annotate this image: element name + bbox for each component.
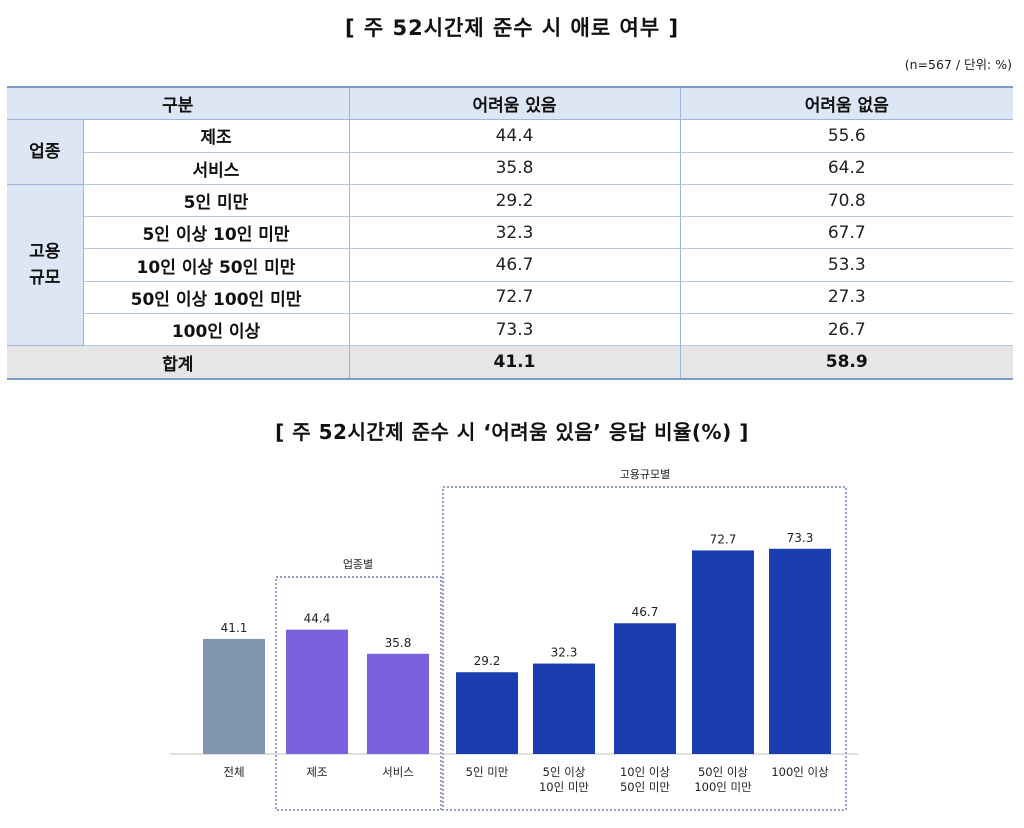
- bar: [367, 653, 429, 754]
- row-category: 5인 미만: [83, 184, 350, 218]
- x-tick-label: 전체: [223, 765, 244, 779]
- header-difficulty-yes: 어려움 있음: [349, 86, 681, 121]
- table-header-row: 구분 어려움 있음 어려움 없음: [7, 86, 1013, 121]
- data-label: 44.4: [304, 612, 331, 626]
- data-label: 41.1: [221, 621, 248, 635]
- row-value-no: 70.8: [680, 184, 1013, 218]
- group-box-industry: [275, 576, 442, 811]
- group-box-size: [442, 486, 847, 811]
- row-value-yes: 73.3: [349, 313, 681, 347]
- data-label: 32.3: [551, 646, 578, 660]
- result-table: 구분 어려움 있음 어려움 없음 업종 제조 44.4 55.6 서비스 35.…: [7, 86, 1013, 380]
- data-label: 72.7: [710, 532, 737, 546]
- row-value-yes: 46.7: [349, 248, 681, 282]
- bar: [692, 550, 754, 754]
- table-row: 업종 제조 44.4 55.6: [7, 119, 1013, 185]
- bar: [533, 663, 595, 754]
- x-tick-label: 10인 이상 50인 미만: [620, 765, 670, 794]
- table-total-row: 합계 41.1 58.9: [7, 345, 1013, 380]
- row-value-no: 55.6: [680, 119, 1013, 153]
- chart-title: [ 주 52시간제 준수 시 ‘어려움 있음’ 응답 비율(%) ]: [275, 420, 749, 444]
- total-label: 합계: [7, 345, 350, 380]
- x-tick-label: 50인 이상 100인 미만: [694, 765, 752, 794]
- bar: [286, 629, 348, 754]
- x-tick-label: 제조: [306, 765, 327, 779]
- table-row: 10인 이상 50인 미만 46.7 53.3: [7, 248, 1013, 282]
- total-value-yes: 41.1: [349, 345, 681, 380]
- row-category: 5인 이상 10인 미만: [83, 216, 350, 250]
- row-category: 100인 이상: [83, 313, 350, 347]
- table-row: 서비스 35.8 64.2: [7, 152, 1013, 185]
- bar: [456, 672, 518, 754]
- data-label: 46.7: [632, 605, 659, 619]
- table-row: 50인 이상 100인 미만 72.7 27.3: [7, 281, 1013, 315]
- table-row: 100인 이상 73.3 26.7: [7, 313, 1013, 347]
- unit-note: (n=567 / 단위: %): [904, 57, 1012, 72]
- row-value-no: 64.2: [680, 152, 1013, 185]
- x-tick-label: 5인 이상 10인 미만: [539, 765, 589, 794]
- row-value-no: 27.3: [680, 281, 1013, 315]
- data-label: 29.2: [474, 654, 501, 668]
- data-label: 73.3: [787, 531, 814, 545]
- group-label: 업종별: [343, 558, 373, 571]
- row-value-no: 26.7: [680, 313, 1013, 347]
- row-value-no: 67.7: [680, 216, 1013, 250]
- group-label-industry: 업종: [7, 119, 84, 185]
- x-tick-label: 100인 이상: [771, 765, 829, 779]
- group-label: 고용규모별: [620, 468, 671, 481]
- row-value-yes: 32.3: [349, 216, 681, 250]
- row-category: 50인 이상 100인 미만: [83, 281, 350, 315]
- row-value-yes: 72.7: [349, 281, 681, 315]
- row-value-yes: 44.4: [349, 119, 681, 153]
- x-tick-label: 서비스: [382, 765, 414, 779]
- bar: [203, 638, 265, 754]
- bar-chart: 업종별 고용규모별 41.1 전체 44.4 제조 35.8 서비스 29.2 5인 미만 32.3…: [170, 468, 858, 811]
- table-title: [ 주 52시간제 준수 시 애로 여부 ]: [344, 16, 680, 40]
- total-value-no: 58.9: [680, 345, 1013, 380]
- x-tick-label: 5인 미만: [466, 765, 509, 779]
- row-category: 서비스: [83, 152, 350, 185]
- bar: [769, 548, 831, 754]
- header-difficulty-no: 어려움 없음: [680, 86, 1013, 121]
- table-row: 고용 규모 5인 미만 29.2 70.8: [7, 184, 1013, 347]
- row-value-yes: 35.8: [349, 152, 681, 185]
- table-row: 5인 이상 10인 미만 32.3 67.7: [7, 216, 1013, 250]
- row-category: 10인 이상 50인 미만: [83, 248, 350, 282]
- header-category: 구분: [7, 86, 350, 121]
- group-label-size: 고용 규모: [7, 184, 84, 347]
- row-value-no: 53.3: [680, 248, 1013, 282]
- row-value-yes: 29.2: [349, 184, 681, 218]
- data-label: 35.8: [385, 636, 412, 650]
- bar: [614, 623, 676, 754]
- row-category: 제조: [83, 119, 350, 153]
